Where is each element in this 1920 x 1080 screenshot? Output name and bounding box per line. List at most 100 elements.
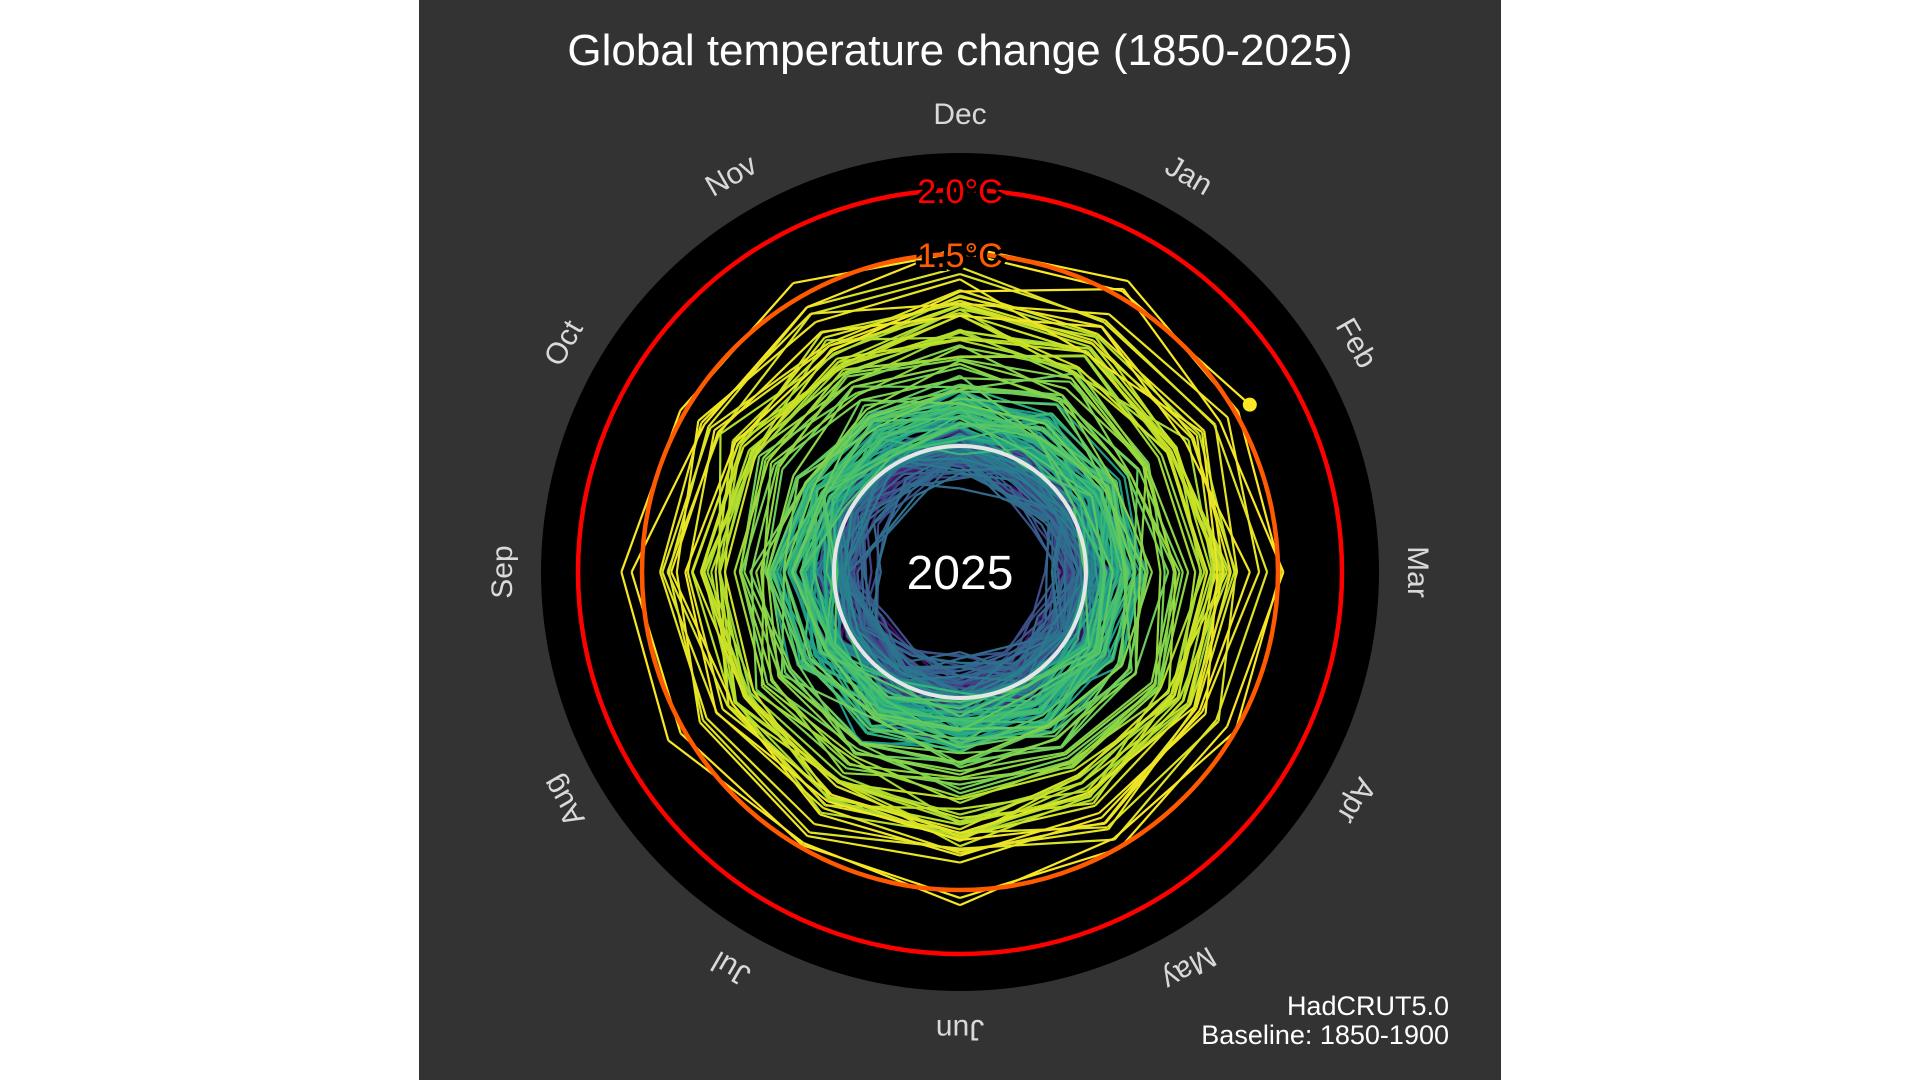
spiral-segment xyxy=(1219,421,1285,573)
spiral-segment xyxy=(1050,412,1117,483)
spiral-segment xyxy=(822,454,894,495)
spiral-segment xyxy=(875,619,907,668)
spiral-segment xyxy=(1214,424,1239,573)
spiral-segment xyxy=(1063,681,1153,754)
spiral-segment xyxy=(699,721,809,837)
spiral-segment xyxy=(959,646,1004,660)
spiral-segment xyxy=(873,485,912,524)
spiral-segment xyxy=(1134,571,1142,674)
spiral-segment xyxy=(1055,404,1114,485)
spiral-segment xyxy=(1044,571,1048,622)
spiral-segment xyxy=(846,358,961,378)
spiral-segment xyxy=(1198,571,1251,711)
spiral-segment xyxy=(1089,346,1175,450)
spiral-segment xyxy=(1025,643,1087,688)
month-label-nov: Nov xyxy=(700,148,763,203)
spiral-segment xyxy=(1050,512,1065,573)
spiral-segment xyxy=(723,571,755,692)
spiral-segment xyxy=(1031,446,1102,492)
spiral-segment xyxy=(896,679,961,694)
spiral-segment xyxy=(763,684,855,758)
spiral-segment xyxy=(1051,571,1091,627)
spiral-segment xyxy=(800,499,837,573)
spiral-segment xyxy=(844,331,961,374)
spiral-segment xyxy=(1085,352,1203,434)
spiral-segment xyxy=(778,373,847,469)
spiral-segment xyxy=(777,676,857,754)
spiral-segment xyxy=(666,571,729,707)
spiral-segment xyxy=(959,287,1124,293)
spiral-segment xyxy=(1092,693,1173,804)
spiral-segment xyxy=(733,460,770,573)
spiral-segment xyxy=(825,803,961,834)
spiral-segment xyxy=(733,571,766,686)
spiral-segment xyxy=(805,416,872,484)
spiral-segment xyxy=(806,266,961,309)
spiral-segment xyxy=(819,813,961,857)
spiral-segment xyxy=(959,302,1109,316)
spiral-segment xyxy=(1017,632,1067,674)
spiral-segment xyxy=(853,755,961,805)
spiral-segment xyxy=(1019,616,1039,678)
spiral-segment xyxy=(884,409,961,444)
spiral-segment xyxy=(860,743,961,795)
spiral-segment xyxy=(903,667,961,694)
spiral-segment xyxy=(959,766,1073,781)
spiral-segment xyxy=(824,299,961,339)
spiral-segment xyxy=(771,571,807,662)
spiral-segment xyxy=(959,377,1070,383)
spiral-segment xyxy=(1193,571,1225,708)
source-label: HadCRUT5.0 xyxy=(1286,991,1449,1021)
spiral-segment xyxy=(959,791,1088,835)
spiral-segment xyxy=(1096,571,1107,652)
spiral-segment xyxy=(959,303,1093,345)
spiral-segment xyxy=(1108,313,1229,419)
spiral-segment xyxy=(803,841,961,907)
spiral-segment xyxy=(805,409,868,484)
spiral-segment xyxy=(959,385,1060,401)
spiral-segment xyxy=(860,399,961,405)
spiral-segment xyxy=(1036,437,1083,503)
threshold-rings: 2.0°C 1.5°C xyxy=(575,169,1345,957)
spiral-segment xyxy=(1159,571,1206,689)
spiral-segment xyxy=(1100,326,1187,443)
spiral-segment xyxy=(1011,481,1053,520)
spiral-segment xyxy=(790,668,863,744)
spiral-segment xyxy=(824,649,879,715)
spiral-segment xyxy=(888,498,920,533)
spiral-segment xyxy=(697,321,817,422)
spiral-segment xyxy=(959,314,1102,328)
month-label-may: May xyxy=(1156,940,1222,997)
spiral-segment xyxy=(908,651,961,663)
spiral-segment xyxy=(959,692,1031,732)
spiral-segment xyxy=(959,314,1079,369)
spiral-segment xyxy=(1192,437,1232,573)
spiral-segment xyxy=(765,571,806,663)
spiral-segment xyxy=(813,571,835,646)
spiral-segment xyxy=(911,654,961,664)
spiral-segment xyxy=(1021,463,1076,507)
spiral-segment xyxy=(1184,441,1251,573)
spiral-segment xyxy=(718,571,747,696)
spiral-segment xyxy=(869,727,961,740)
spiral-segment xyxy=(894,446,961,460)
spiral-segment xyxy=(1040,524,1067,573)
spiral-segment xyxy=(732,344,831,442)
spiral-segment xyxy=(860,742,961,764)
spiral-segment xyxy=(885,613,916,652)
spiral-segment xyxy=(1118,725,1229,850)
spiral-segment xyxy=(1080,501,1114,573)
spiral-segment xyxy=(1057,400,1131,475)
spiral-segment xyxy=(750,466,779,573)
spiral-segment xyxy=(852,362,961,388)
spiral-segment xyxy=(844,509,853,573)
spiral-segment xyxy=(959,337,1088,354)
spiral-segment xyxy=(1025,645,1090,689)
spiral-segment xyxy=(760,467,780,573)
spiral-segment xyxy=(1098,712,1207,814)
spiral-segment xyxy=(1215,571,1269,721)
spiral-segment xyxy=(1145,464,1190,573)
spiral-segment xyxy=(753,690,853,760)
spiral-segment xyxy=(1113,482,1154,573)
spiral-segment xyxy=(1072,686,1161,769)
